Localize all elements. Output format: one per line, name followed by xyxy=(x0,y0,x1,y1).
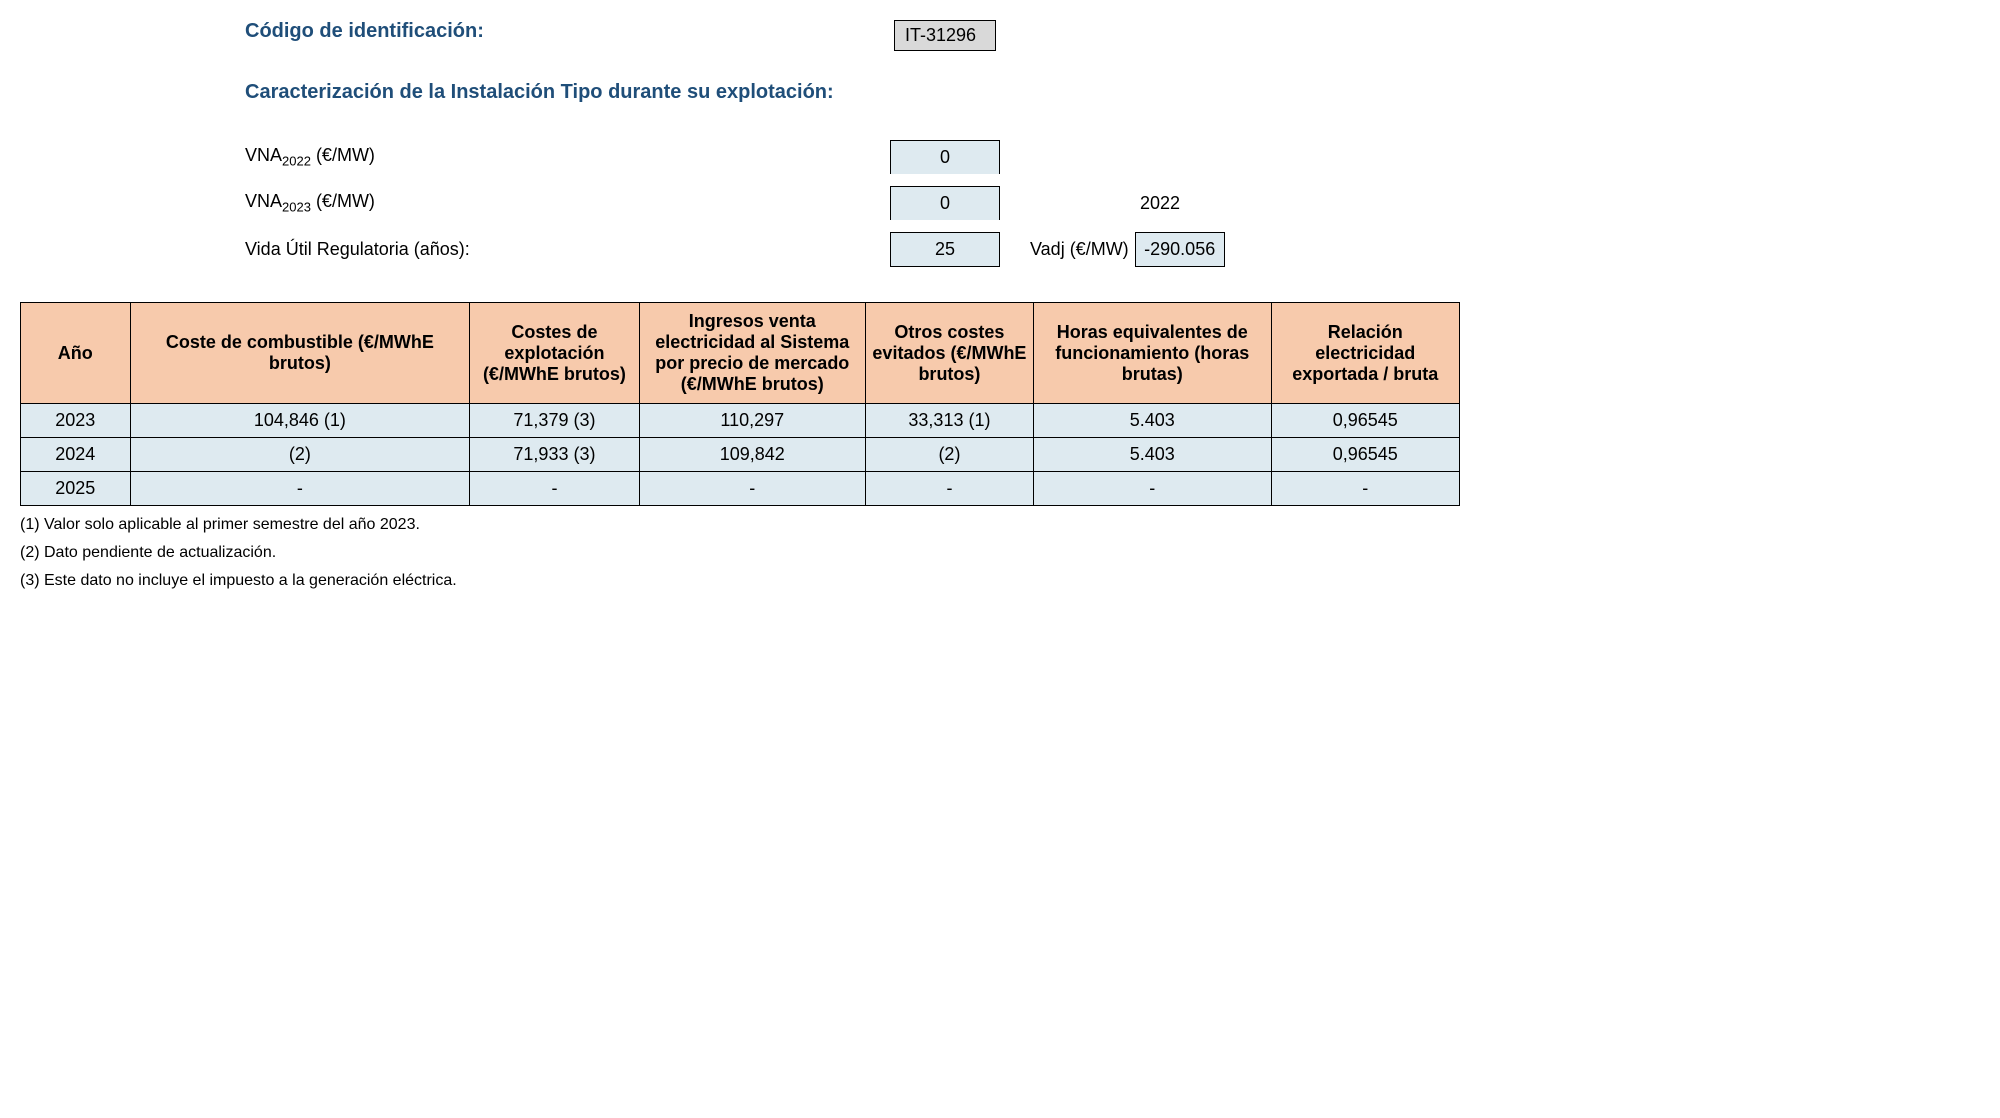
table-cell: - xyxy=(639,472,865,506)
footnotes: (1) Valor solo aplicable al primer semes… xyxy=(20,516,1460,590)
table-cell: - xyxy=(865,472,1033,506)
table-row: 2025------ xyxy=(21,472,1460,506)
vna2023-label: VNA2023 (€/MW) xyxy=(245,191,890,215)
footnote: (3) Este dato no incluye el impuesto a l… xyxy=(20,572,1460,590)
vida-label: Vida Útil Regulatoria (años): xyxy=(245,239,890,260)
vna2022-value: 0 xyxy=(890,140,1000,174)
id-label: Código de identificación: xyxy=(245,20,890,51)
vna2023-value: 0 xyxy=(890,186,1000,220)
column-header: Coste de combustible (€/MWhE brutos) xyxy=(130,303,470,404)
column-header: Otros costes evitados (€/MWhE brutos) xyxy=(865,303,1033,404)
column-header: Ingresos venta electricidad al Sistema p… xyxy=(639,303,865,404)
table-cell: 2024 xyxy=(21,438,131,472)
id-value: IT-31296 xyxy=(894,20,996,51)
year-right: 2022 xyxy=(1140,193,1180,213)
vna2022-label: VNA2022 (€/MW) xyxy=(245,145,890,169)
table-cell: 2023 xyxy=(21,404,131,438)
section-title: Caracterización de la Instalación Tipo d… xyxy=(245,81,834,104)
vadj-value: -290.056 xyxy=(1135,232,1225,267)
column-header: Año xyxy=(21,303,131,404)
table-cell: 0,96545 xyxy=(1271,404,1459,438)
column-header: Horas equivalentes de funcionamiento (ho… xyxy=(1034,303,1272,404)
table-row: 2024(2)71,933 (3)109,842(2)5.4030,96545 xyxy=(21,438,1460,472)
table-cell: 110,297 xyxy=(639,404,865,438)
table-cell: - xyxy=(130,472,470,506)
table-cell: 104,846 (1) xyxy=(130,404,470,438)
table-cell: 5.403 xyxy=(1034,404,1272,438)
table-cell: 71,933 (3) xyxy=(470,438,640,472)
table-cell: 109,842 xyxy=(639,438,865,472)
table-cell: (2) xyxy=(865,438,1033,472)
table-cell: 33,313 (1) xyxy=(865,404,1033,438)
table-cell: 5.403 xyxy=(1034,438,1272,472)
table-row: 2023104,846 (1)71,379 (3)110,29733,313 (… xyxy=(21,404,1460,438)
table-cell: - xyxy=(470,472,640,506)
table-cell: 0,96545 xyxy=(1271,438,1459,472)
table-cell: 71,379 (3) xyxy=(470,404,640,438)
table-cell: (2) xyxy=(130,438,470,472)
vadj-label: Vadj (€/MW) xyxy=(1030,239,1129,260)
vida-value: 25 xyxy=(890,232,1000,267)
table-cell: 2025 xyxy=(21,472,131,506)
table-cell: - xyxy=(1034,472,1272,506)
table-cell: - xyxy=(1271,472,1459,506)
column-header: Costes de explotación (€/MWhE brutos) xyxy=(470,303,640,404)
footnote: (2) Dato pendiente de actualización. xyxy=(20,544,1460,562)
column-header: Relación electricidad exportada / bruta xyxy=(1271,303,1459,404)
data-table: AñoCoste de combustible (€/MWhE brutos)C… xyxy=(20,302,1460,506)
footnote: (1) Valor solo aplicable al primer semes… xyxy=(20,516,1460,534)
